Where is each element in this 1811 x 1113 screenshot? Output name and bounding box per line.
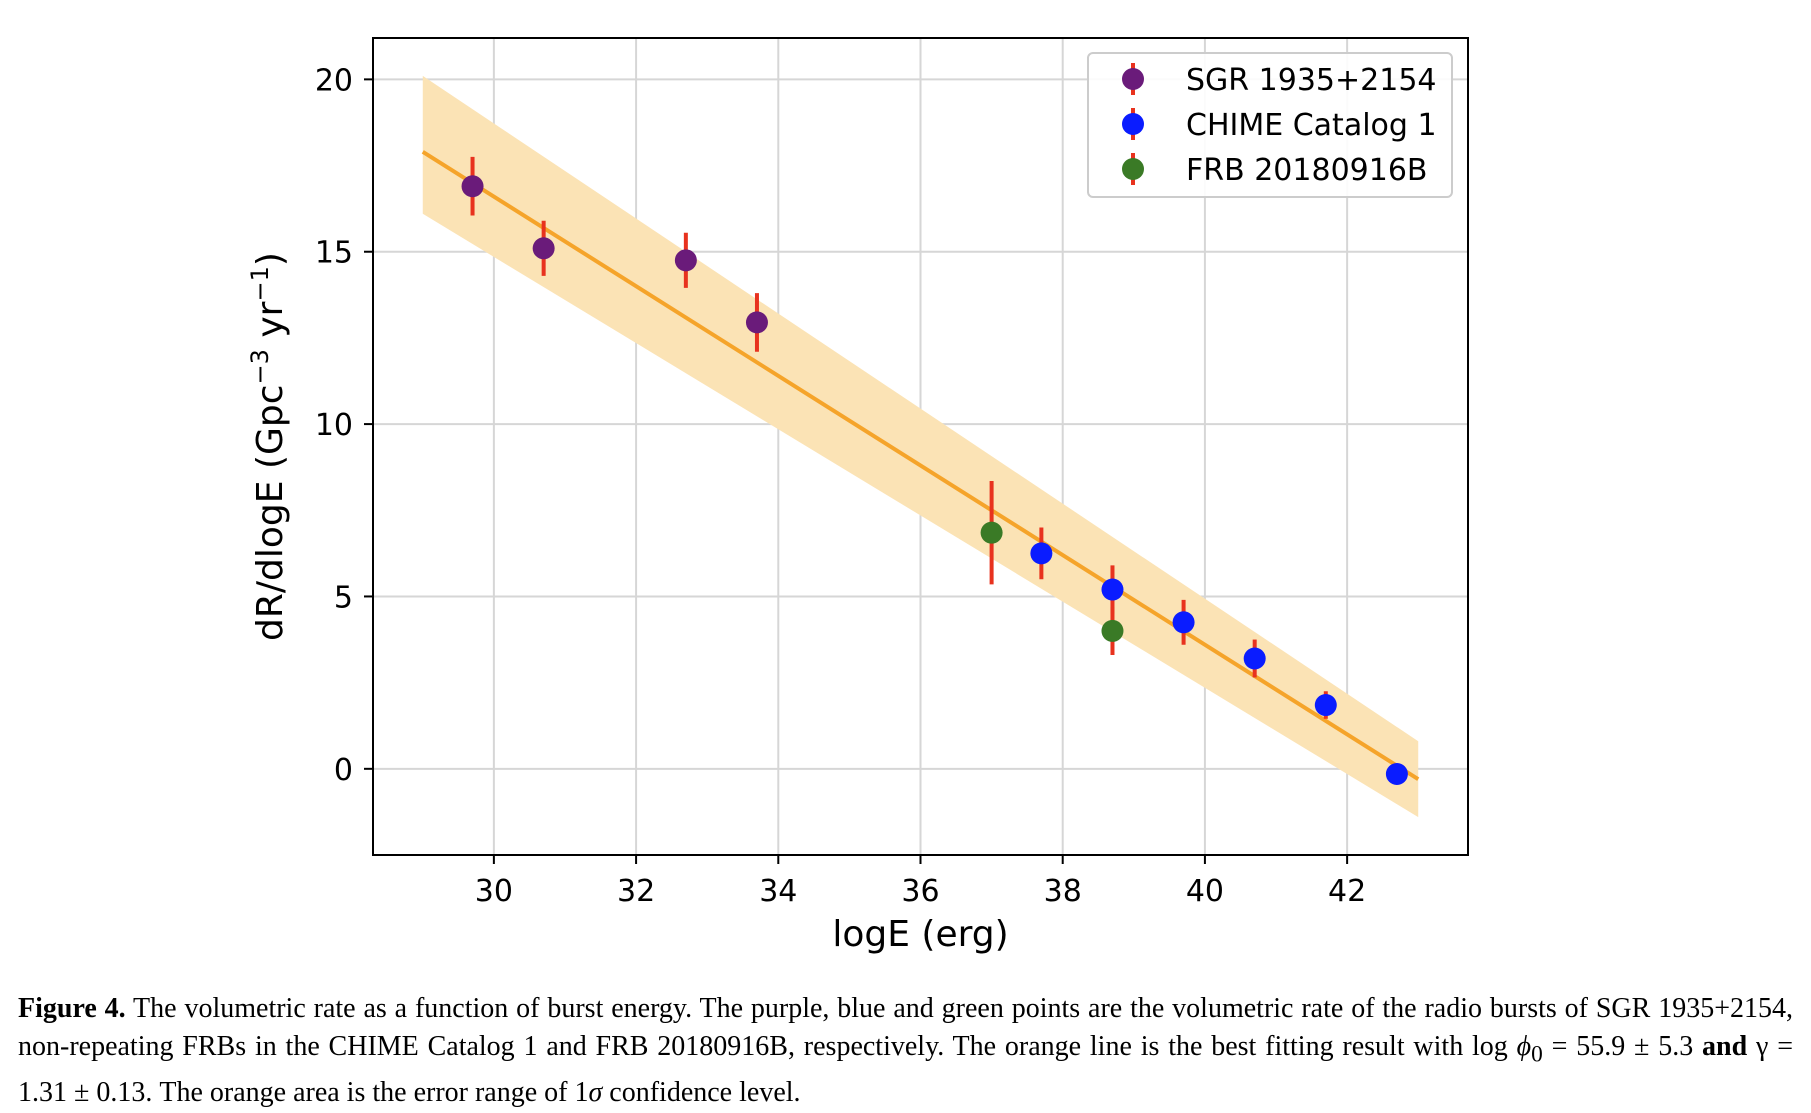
y-axis-title-sup2: −1: [246, 266, 274, 301]
caption-label: Figure 4.: [18, 993, 126, 1024]
axis-ticks: 30 32 34 36 38 40 42 0 5 10 15 20: [315, 63, 1366, 909]
point-chime-catalog-1: [1314, 694, 1337, 717]
point-chime-catalog-1: [1172, 611, 1195, 634]
point-chime-catalog-1: [1030, 542, 1053, 565]
caption-text-1: The volumetric rate as a function of bur…: [18, 993, 1793, 1062]
caption-sigma: σ: [588, 1076, 603, 1108]
y-tick-label: 0: [334, 753, 353, 788]
fit-line: [421, 150, 1420, 781]
x-tick-label: 42: [1328, 874, 1366, 909]
data-points: [461, 156, 1408, 785]
x-tick-label: 34: [759, 874, 797, 909]
point-sgr-1935-2154: [745, 311, 768, 334]
point-sgr-1935-2154: [461, 175, 484, 198]
caption-phi: ϕ: [1516, 1031, 1532, 1062]
chart: 30 32 34 36 38 40 42 0 5 10 15 20 logE (erg) dR/dlo…: [246, 37, 1469, 955]
legend: SGR 1935+2154 CHIME Catalog 1 FRB 20180916…: [1087, 52, 1453, 198]
y-tick-label: 15: [315, 236, 353, 271]
point-sgr-1935-2154: [532, 237, 555, 260]
y-axis-title: dR/dlogE (Gpc−3 yr−1): [246, 252, 291, 641]
caption-text-4: confidence level.: [602, 1076, 801, 1108]
legend-marker-chime-catalog-1: [1122, 113, 1144, 135]
figure-caption: Figure 4. The volumetric rate as a funct…: [18, 990, 1793, 1112]
caption-sub0: 0: [1531, 1041, 1543, 1068]
x-tick-label: 32: [617, 874, 655, 909]
legend-label-chime-catalog-1: CHIME Catalog 1: [1186, 108, 1437, 143]
confidence-band: [422, 75, 1419, 818]
y-axis-title-sup1: −3: [246, 349, 274, 384]
point-chime-catalog-1: [1243, 647, 1266, 670]
point-sgr-1935-2154: [674, 249, 697, 272]
y-tick-label: 5: [334, 580, 353, 615]
legend-label-sgr-1935-2154: SGR 1935+2154: [1186, 63, 1437, 98]
point-frb-20180916b: [1101, 619, 1124, 642]
x-tick-label: 38: [1044, 874, 1082, 909]
caption-text-2: = 55.9 ± 5.3: [1542, 1031, 1703, 1062]
y-tick-label: 10: [315, 408, 353, 443]
point-frb-20180916b: [980, 521, 1003, 544]
caption-text-3: γ = 1.31 ± 0.13. The orange area is the …: [18, 1031, 1793, 1108]
x-tick-label: 30: [475, 874, 513, 909]
legend-marker-frb-20180916b: [1122, 158, 1144, 180]
legend-marker-sgr-1935-2154: [1122, 68, 1144, 90]
point-chime-catalog-1: [1101, 578, 1124, 601]
y-axis-title-end: ): [250, 252, 291, 266]
y-axis-title-main: dR/dlogE (Gpc: [250, 384, 291, 641]
x-axis-title: logE (erg): [832, 914, 1008, 955]
caption-and: and: [1702, 1031, 1748, 1062]
x-tick-label: 36: [901, 874, 939, 909]
y-axis-title-mid: yr: [250, 301, 291, 349]
legend-label-frb-20180916b: FRB 20180916B: [1186, 153, 1428, 188]
point-chime-catalog-1: [1385, 762, 1408, 785]
y-tick-label: 20: [315, 63, 353, 98]
legend-box: [1087, 52, 1453, 198]
x-tick-label: 40: [1186, 874, 1224, 909]
